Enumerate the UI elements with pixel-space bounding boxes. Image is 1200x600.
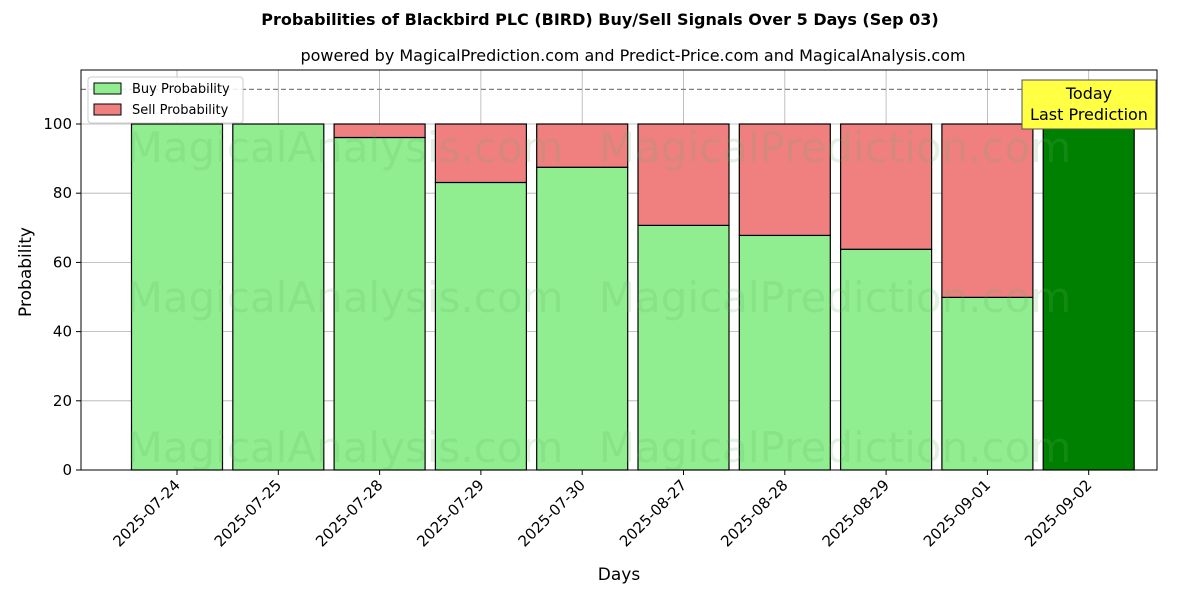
buy-bar xyxy=(941,296,1034,471)
buy-bar xyxy=(738,234,831,471)
x-tick-label: 2025-07-25 xyxy=(211,476,285,550)
watermark: MagicalAnalysis.com xyxy=(127,273,564,322)
sell-bar xyxy=(839,123,933,250)
y-tick-label: 0 xyxy=(62,461,72,479)
y-tick-label: 60 xyxy=(53,253,72,271)
watermark: MagicalAnalysis.com xyxy=(127,423,564,472)
x-tick-label: 2025-07-30 xyxy=(515,476,589,550)
buy-bar xyxy=(333,136,426,471)
y-tick-label: 100 xyxy=(43,115,72,133)
x-tick-label: 2025-07-29 xyxy=(413,476,487,550)
y-tick-label: 80 xyxy=(53,184,72,202)
plot-frame xyxy=(80,69,1158,471)
sell-bar xyxy=(434,123,527,184)
y-tick-label: 20 xyxy=(53,392,72,410)
today-annotation xyxy=(1021,79,1157,130)
sell-bar xyxy=(738,123,831,237)
annotation-line1: Today xyxy=(1065,84,1112,103)
legend-swatch xyxy=(93,82,122,95)
x-tick-label: 2025-07-28 xyxy=(312,476,386,550)
x-tick-label: 2025-09-01 xyxy=(920,476,994,550)
buy-bar xyxy=(130,123,224,471)
watermark: MagicalPrediction.com xyxy=(599,423,1072,472)
annotation-line2: Last Prediction xyxy=(1030,105,1148,124)
sell-bar xyxy=(941,123,1034,298)
x-tick-label: 2025-08-29 xyxy=(819,476,893,550)
buy-bar xyxy=(232,123,325,471)
sell-bar xyxy=(333,123,426,139)
y-axis-label: Probability xyxy=(16,227,36,317)
x-axis-label: Days xyxy=(598,565,641,585)
legend-label: Sell Probability xyxy=(132,103,229,118)
x-tick-label: 2025-07-24 xyxy=(109,476,183,550)
x-tick-label: 2025-08-27 xyxy=(616,476,690,550)
x-tick-label: 2025-09-02 xyxy=(1021,476,1095,550)
x-tick-label: 2025-08-28 xyxy=(717,476,791,550)
sell-bar xyxy=(536,123,629,168)
buy-bar xyxy=(1042,123,1135,471)
watermark: MagicalPrediction.com xyxy=(599,273,1072,322)
chart-subtitle: powered by MagicalPrediction.com and Pre… xyxy=(300,46,966,65)
buy-bar xyxy=(536,166,629,471)
chart-title: Probabilities of Blackbird PLC (BIRD) Bu… xyxy=(261,10,939,29)
buy-bar xyxy=(839,248,933,471)
sell-bar xyxy=(637,123,730,226)
y-tick-label: 40 xyxy=(53,323,72,341)
legend-label: Buy Probability xyxy=(132,82,230,97)
legend-swatch xyxy=(93,103,122,116)
legend xyxy=(87,76,244,124)
watermark: MagicalAnalysis.com xyxy=(127,123,564,172)
buy-bar xyxy=(637,224,730,471)
watermark: MagicalPrediction.com xyxy=(599,123,1072,172)
buy-bar xyxy=(434,181,527,471)
